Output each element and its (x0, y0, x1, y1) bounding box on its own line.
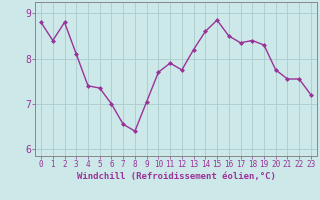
X-axis label: Windchill (Refroidissement éolien,°C): Windchill (Refroidissement éolien,°C) (76, 172, 276, 181)
